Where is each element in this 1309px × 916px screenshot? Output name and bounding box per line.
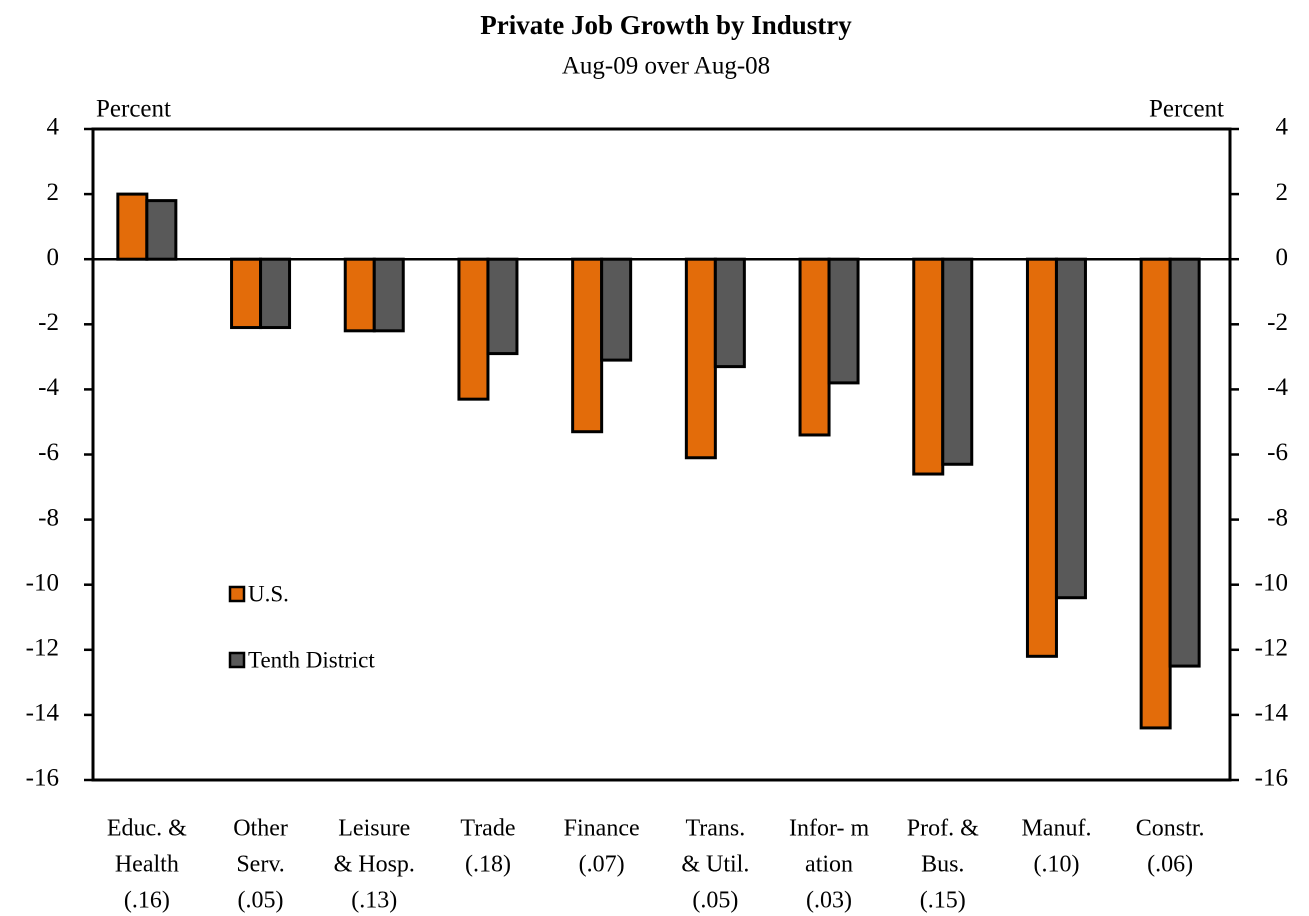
bar: [116, 192, 149, 261]
bar: [684, 257, 717, 460]
x-tick-label: (.15): [920, 888, 966, 914]
y-tick-label: -16: [26, 765, 59, 792]
x-tick-label: Trade: [460, 816, 515, 842]
y-tick-label: 2: [47, 179, 60, 206]
x-tick-label: (.07): [579, 852, 625, 878]
x-tick-label: Finance: [564, 816, 640, 842]
bar: [145, 199, 178, 261]
x-tick-label: (.13): [351, 888, 397, 914]
x-tick-label: Prof. &: [907, 816, 979, 842]
legend-swatch: [228, 651, 246, 669]
x-tick-label: Health: [115, 852, 179, 878]
y2-tick-label: -2: [1267, 309, 1288, 336]
y-tick-label: -14: [26, 700, 60, 727]
chart-subtitle: Aug-09 over Aug-08: [562, 53, 770, 80]
x-tick-label: Educ. &: [107, 816, 187, 842]
y2-tick-label: 2: [1276, 179, 1289, 206]
bar: [571, 257, 604, 434]
y-tick-label: 4: [47, 114, 60, 141]
x-tick-label: Trans.: [685, 816, 745, 842]
legend-swatch: [228, 585, 246, 603]
bar: [457, 257, 490, 401]
x-tick-label: (.06): [1147, 852, 1193, 878]
y2-tick-label: -14: [1255, 700, 1289, 727]
x-tick-label: (.05): [238, 888, 284, 914]
bar: [259, 257, 292, 330]
bar: [941, 257, 974, 466]
y2-tick-label: -4: [1267, 374, 1288, 401]
legend-label: Tenth District: [248, 647, 375, 672]
bar: [1054, 257, 1087, 600]
bar: [713, 257, 746, 369]
y2-tick-label: 4: [1276, 114, 1289, 141]
y2-axis-label: Percent: [1149, 96, 1224, 123]
y2-tick-label: 0: [1276, 244, 1289, 271]
y-tick-label: -6: [38, 439, 59, 466]
x-tick-label: & Hosp.: [334, 852, 415, 878]
x-tick-label: Infor- m: [789, 816, 869, 842]
x-tick-label: (.10): [1033, 852, 1079, 878]
y2-tick-label: -8: [1267, 504, 1288, 531]
x-tick-label: Constr.: [1136, 816, 1205, 842]
bar: [600, 257, 633, 362]
bar: [1168, 257, 1201, 668]
bar: [230, 257, 263, 330]
y-tick-label: -10: [26, 569, 59, 596]
x-tick-label: (.16): [124, 888, 170, 914]
x-tick-label: (.03): [806, 888, 852, 914]
bar: [798, 257, 831, 437]
x-tick-label: Leisure: [338, 816, 410, 842]
x-tick-label: ation: [805, 852, 853, 878]
bar: [486, 257, 519, 356]
y2-tick-label: -12: [1255, 635, 1288, 662]
chart-title: Private Job Growth by Industry: [480, 10, 852, 40]
bar: [1025, 257, 1058, 658]
y-tick-label: -4: [38, 374, 59, 401]
x-tick-label: & Util.: [681, 852, 749, 878]
bar: [912, 257, 945, 476]
y-tick-label: -8: [38, 504, 59, 531]
x-tick-label: Manuf.: [1021, 816, 1091, 842]
bar: [372, 257, 405, 333]
legend-label: U.S.: [248, 581, 289, 606]
y-tick-label: 0: [47, 244, 60, 271]
y2-tick-label: -6: [1267, 439, 1288, 466]
x-tick-label: Other: [233, 816, 288, 842]
y-axis-label: Percent: [96, 96, 171, 123]
x-tick-label: (.05): [692, 888, 738, 914]
x-tick-label: (.18): [465, 852, 511, 878]
x-tick-label: Bus.: [921, 852, 964, 878]
y-tick-label: -2: [38, 309, 59, 336]
bar: [827, 257, 860, 385]
x-tick-label: Serv.: [236, 852, 284, 878]
bar: [343, 257, 376, 333]
y-tick-label: -12: [26, 635, 59, 662]
bar: [1139, 257, 1172, 730]
y2-tick-label: -10: [1255, 569, 1288, 596]
y2-tick-label: -16: [1255, 765, 1288, 792]
